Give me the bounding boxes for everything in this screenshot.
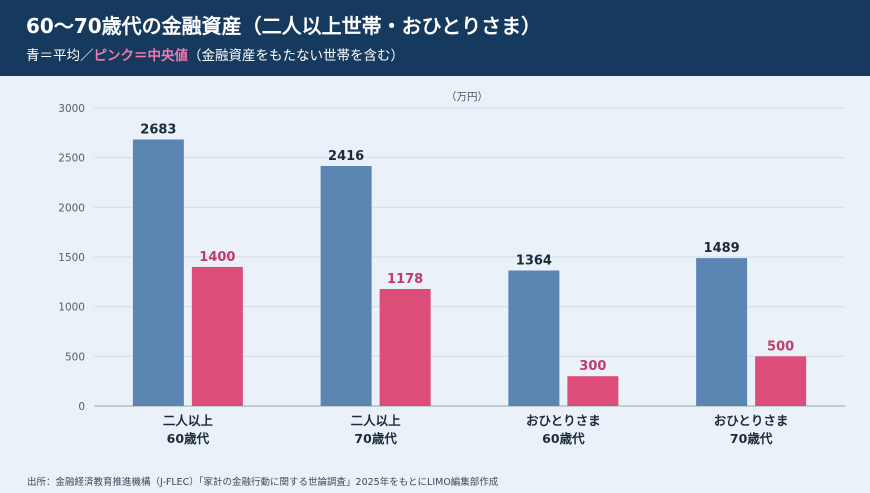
bar-series1-4 [696, 258, 748, 406]
data-label: 2683 [140, 122, 176, 137]
bar-series1-1 [132, 139, 184, 407]
x-tick-label: おひとりさま [526, 413, 601, 428]
x-tick-label: 二人以上 [351, 413, 402, 428]
y-tick-label: 1000 [58, 302, 85, 314]
y-tick-label: 1500 [58, 252, 85, 264]
bar-series2-1 [191, 266, 243, 406]
y-tick-label: 500 [65, 351, 85, 363]
bar-series1-3 [508, 270, 560, 406]
y-tick-label: 2500 [58, 153, 85, 165]
data-label: 2416 [328, 149, 364, 164]
source-note: 出所：金融経済教育推進機構（J-FLEC）「家計の金融行動に関する世論調査」20… [27, 477, 499, 488]
y-tick-label: 2000 [58, 202, 85, 214]
data-label: 500 [767, 339, 794, 354]
data-label: 300 [579, 359, 606, 374]
subtitle-pink-legend: ピンク＝中央値 [93, 48, 189, 64]
bar-series1-2 [320, 166, 372, 406]
y-tick-label: 3000 [58, 103, 85, 115]
chart-subtitle: 青＝平均／ピンク＝中央値（金融資産をもたない世帯を含む） [26, 44, 404, 64]
subtitle-blue-legend: 青＝平均／ [26, 48, 94, 64]
x-tick-label: おひとりさま [714, 413, 789, 428]
x-tick-label: 60歳代 [167, 431, 210, 446]
x-tick-label: 二人以上 [163, 413, 214, 428]
x-tick-label: 60歳代 [542, 431, 585, 446]
chart-title: 60〜70歳代の金融資産（二人以上世帯・おひとりさま） [26, 14, 542, 38]
unit-label: （万円） [446, 91, 488, 103]
x-tick-label: 70歳代 [730, 431, 773, 446]
data-label: 1364 [516, 254, 552, 269]
bar-series2-4 [755, 356, 807, 406]
bar-chart: 0 500 1000 1500 2000 2500 3000 2683 1400 二人以上 60歳… [58, 91, 845, 446]
y-tick-label: 0 [78, 401, 85, 413]
bar-series2-2 [379, 288, 431, 406]
data-label: 1178 [387, 272, 423, 287]
data-label: 1400 [199, 250, 235, 265]
bar-series2-3 [567, 376, 619, 406]
x-tick-label: 70歳代 [354, 431, 397, 446]
subtitle-note: （金融資産をもたない世帯を含む） [188, 48, 404, 64]
header-banner: 60〜70歳代の金融資産（二人以上世帯・おひとりさま） 青＝平均／ピンク＝中央値… [0, 0, 870, 76]
data-label: 1489 [704, 241, 740, 256]
